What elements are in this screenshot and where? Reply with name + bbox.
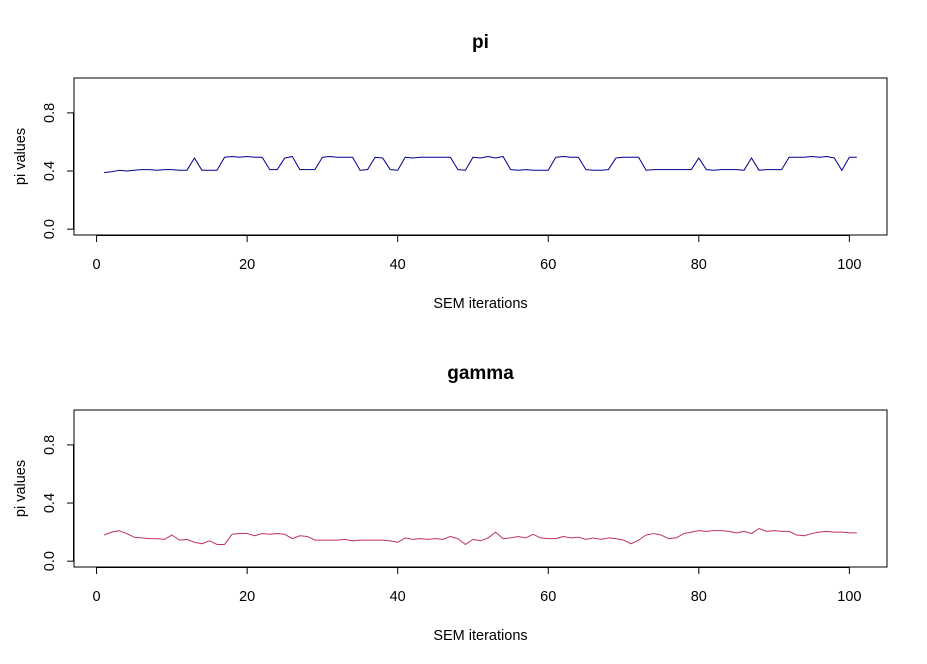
x-tick-label: 60: [540, 257, 556, 273]
x-tick-label: 20: [239, 257, 255, 273]
x-tick-label: 40: [390, 257, 406, 273]
x-tick-label: 80: [691, 257, 707, 273]
x-tick-label: 80: [691, 589, 707, 605]
y-tick-label: 0.4: [42, 493, 58, 513]
y-tick-label: 0.4: [42, 161, 58, 181]
y-tick-label: 0.8: [42, 103, 58, 123]
chart-panel-gamma: gamma 0 20 40 60 80 100 0.0 0.4 0.8 SEM iterations…: [13, 363, 888, 644]
x-tick-label: 0: [93, 257, 101, 273]
x-axis-label: SEM iterations: [433, 296, 527, 312]
y-tick-label: 0.8: [42, 435, 58, 455]
x-tick-label: 20: [239, 589, 255, 605]
chart-panel-pi: pi 0 20 40 60 80 100 0.0 0.4 0.8 SEM iterations pi …: [13, 32, 888, 312]
x-tick-label: 0: [93, 589, 101, 605]
y-tick-label: 0.0: [42, 551, 58, 571]
chart-title: pi: [472, 32, 489, 53]
x-tick-label: 100: [837, 257, 861, 273]
y-tick-label: 0.0: [42, 219, 58, 239]
series-line-gamma: [103, 527, 857, 545]
plot-frame: [73, 409, 888, 568]
y-axis-label: pi values: [13, 128, 29, 185]
x-tick-label: 60: [540, 589, 556, 605]
plot-frame: [73, 77, 888, 236]
y-axis-label: pi values: [13, 460, 29, 517]
x-tick-label: 100: [837, 589, 861, 605]
chart-title: gamma: [447, 363, 514, 384]
series-line-pi: [104, 156, 857, 173]
x-axis-label: SEM iterations: [433, 628, 527, 644]
x-tick-label: 40: [390, 589, 406, 605]
